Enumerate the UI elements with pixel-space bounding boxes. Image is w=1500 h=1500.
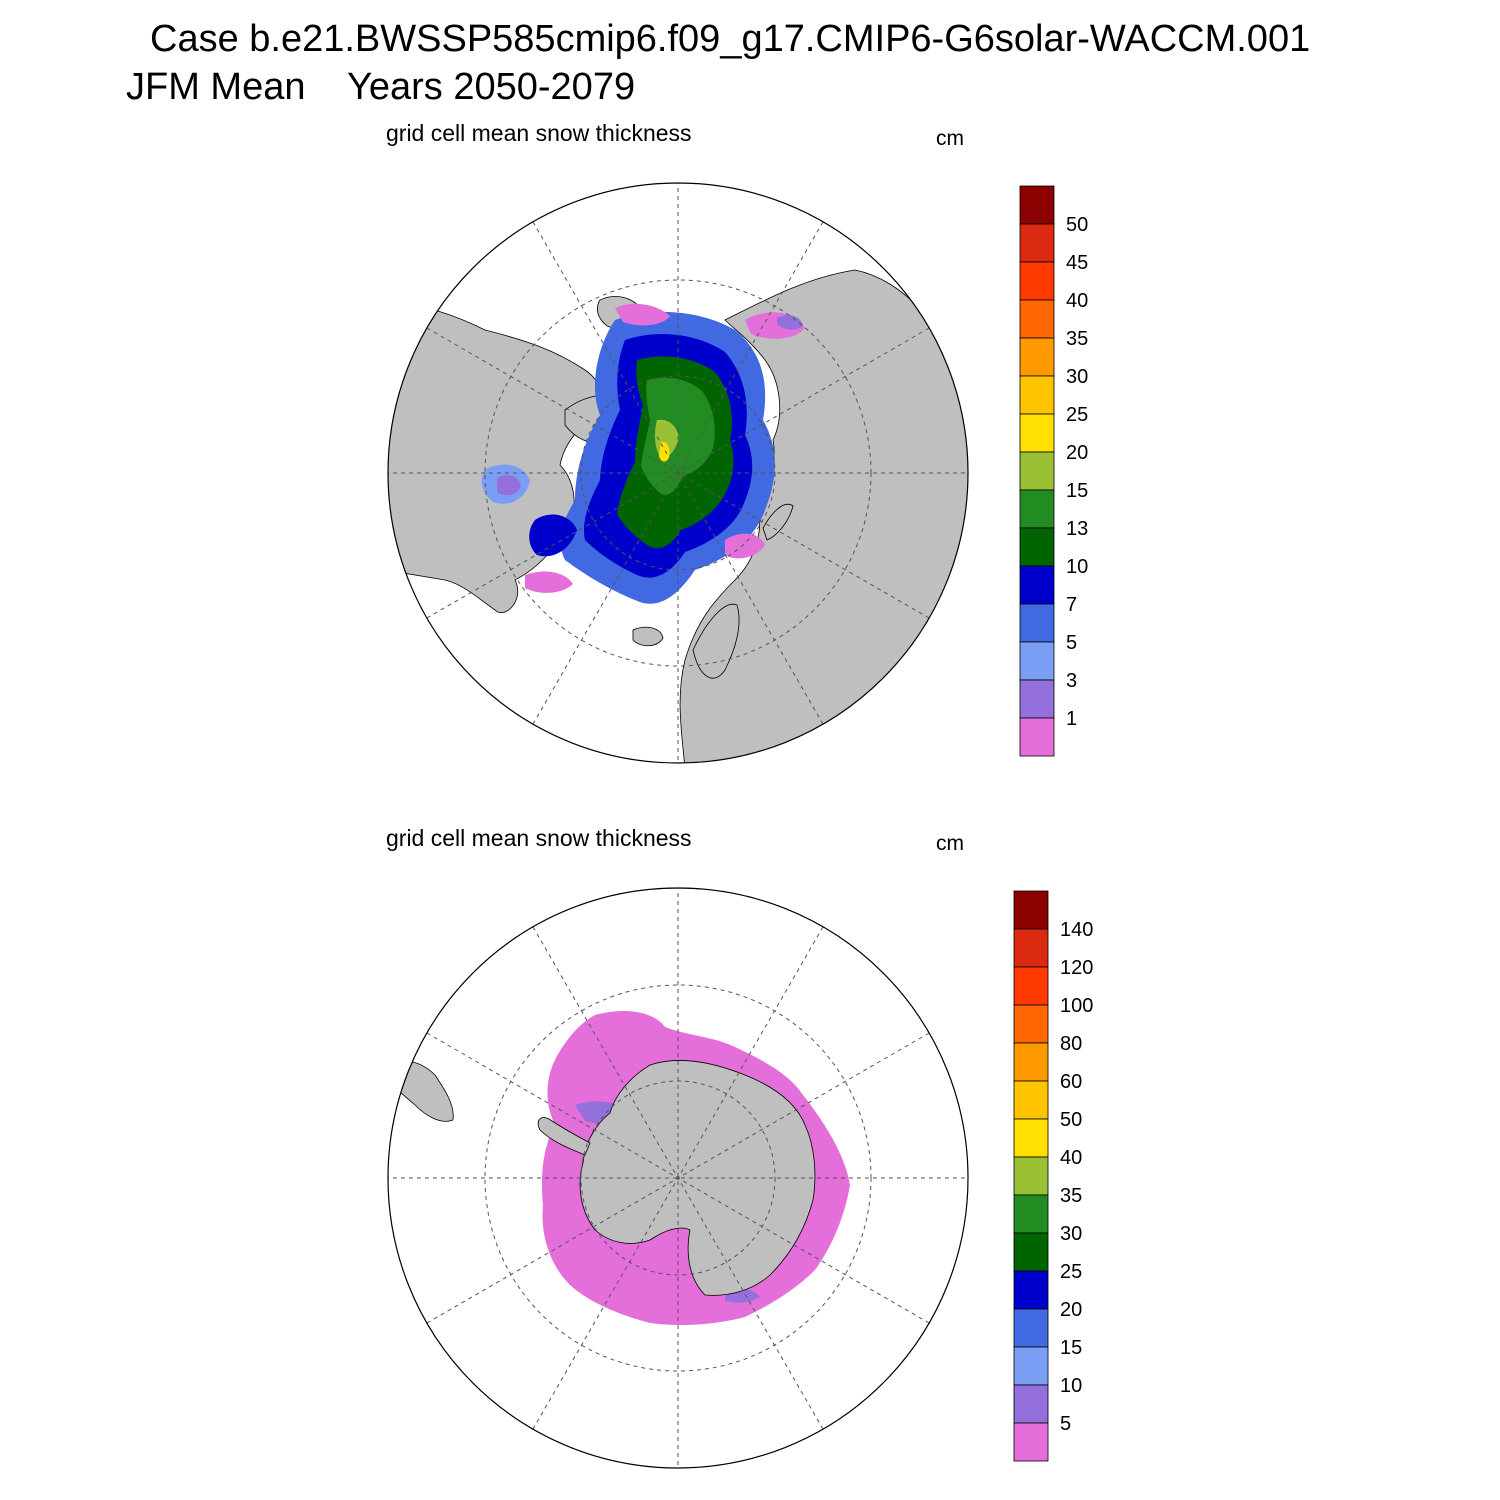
colorbar-level-label: 13	[1066, 518, 1088, 540]
colorbar-box	[1019, 679, 1055, 719]
colorbar-level-label: 60	[1060, 1071, 1082, 1093]
figure-title-period: JFM Mean Years 2050-2079	[126, 66, 636, 108]
colorbar-level-label: 45	[1066, 252, 1088, 274]
south-map-border	[387, 887, 969, 1469]
colorbar-box	[1019, 413, 1055, 453]
colorbar-level-label: 20	[1066, 442, 1088, 464]
colorbar-box	[1013, 1042, 1049, 1082]
colorbar-box	[1019, 603, 1055, 643]
colorbar-box	[1013, 1118, 1049, 1158]
south-colorbar: 140 120 100 80 60 50 40 35 30 25 20 15 10 5	[1013, 890, 1093, 1462]
colorbar-box	[1019, 565, 1055, 605]
north-colorbar: 50 45 40 35 30 25 20 15 13 10 7 5 3 1	[1019, 185, 1088, 757]
colorbar-level-label: 3	[1066, 670, 1077, 692]
colorbar-level-label: 30	[1066, 366, 1088, 388]
colorbar-level-label: 15	[1066, 480, 1088, 502]
south-graticule	[388, 888, 968, 1468]
colorbar-box	[1019, 717, 1055, 757]
colorbar-box	[1013, 1422, 1049, 1462]
colorbar-level-label: 35	[1066, 328, 1088, 350]
colorbar-level-label: 50	[1060, 1109, 1082, 1131]
arctic-polar-map	[387, 182, 969, 764]
colorbar-box	[1013, 890, 1049, 930]
colorbar-level-label: 120	[1060, 957, 1093, 979]
antarctic-peninsula-land	[537, 1117, 591, 1156]
colorbar-level-label: 40	[1066, 290, 1088, 312]
north-graticule	[388, 183, 968, 763]
figure-title-case: Case b.e21.BWSSP585cmip6.f09_g17.CMIP6-G…	[150, 18, 1311, 60]
antarctic-polar-map	[387, 887, 969, 1469]
colorbar-box	[1019, 641, 1055, 681]
colorbar-level-label: 25	[1060, 1261, 1082, 1283]
colorbar-level-label: 30	[1060, 1223, 1082, 1245]
colorbar-box	[1013, 1194, 1049, 1234]
colorbar-box	[1013, 1346, 1049, 1386]
colorbar-box	[1019, 337, 1055, 377]
colorbar-level-label: 10	[1066, 556, 1088, 578]
colorbar-level-label: 1	[1066, 708, 1077, 730]
colorbar-box	[1013, 928, 1049, 968]
colorbar-level-label: 10	[1060, 1375, 1082, 1397]
colorbar-box	[1019, 489, 1055, 529]
colorbar-level-label: 5	[1066, 632, 1077, 654]
colorbar-level-label: 140	[1060, 919, 1093, 941]
colorbar-level-label: 35	[1060, 1185, 1082, 1207]
north-unit-label: cm	[936, 127, 964, 150]
colorbar-level-label: 15	[1060, 1337, 1082, 1359]
south-unit-label: cm	[936, 832, 964, 855]
north-snow-field	[481, 303, 805, 604]
colorbar-box	[1013, 1004, 1049, 1044]
colorbar-level-label: 80	[1060, 1033, 1082, 1055]
colorbar-box	[1019, 223, 1055, 263]
colorbar-box	[1019, 299, 1055, 339]
colorbar-level-label: 50	[1066, 214, 1088, 236]
colorbar-level-label: 5	[1060, 1413, 1071, 1435]
colorbar-box	[1013, 1156, 1049, 1196]
colorbar-box	[1019, 527, 1055, 567]
south-panel-title: grid cell mean snow thickness	[386, 825, 692, 851]
north-panel-title: grid cell mean snow thickness	[386, 120, 692, 146]
north-map-border	[387, 182, 969, 764]
colorbar-box	[1013, 1232, 1049, 1272]
colorbar-level-label: 40	[1060, 1147, 1082, 1169]
colorbar-level-label: 7	[1066, 594, 1077, 616]
colorbar-level-label: 20	[1060, 1299, 1082, 1321]
colorbar-box	[1019, 185, 1055, 225]
colorbar-box	[1013, 1384, 1049, 1424]
colorbar-box	[1019, 451, 1055, 491]
colorbar-box	[1013, 1080, 1049, 1120]
colorbar-box	[1013, 966, 1049, 1006]
colorbar-box	[1019, 375, 1055, 415]
colorbar-box	[1013, 1270, 1049, 1310]
colorbar-level-label: 100	[1060, 995, 1093, 1017]
colorbar-level-label: 25	[1066, 404, 1088, 426]
colorbar-box	[1019, 261, 1055, 301]
colorbar-box	[1013, 1308, 1049, 1348]
